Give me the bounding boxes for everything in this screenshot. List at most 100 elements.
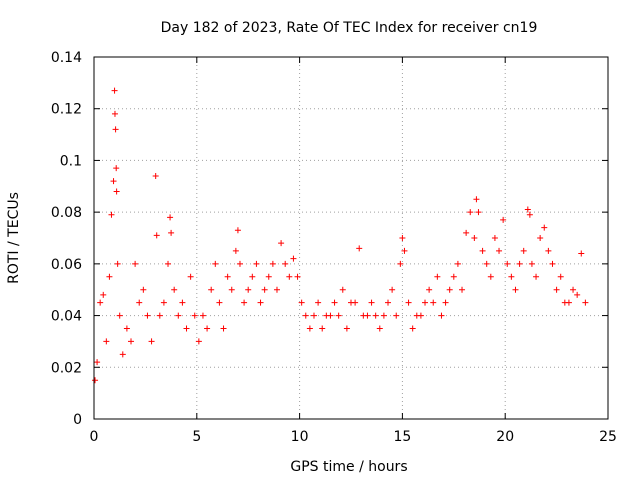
data-point [459, 286, 466, 293]
x-tick-label: 5 [192, 429, 201, 445]
data-point [179, 299, 186, 306]
data-point [108, 211, 115, 218]
data-point [446, 286, 453, 293]
data-point [183, 325, 190, 332]
data-point [199, 312, 206, 319]
data-point [331, 299, 338, 306]
data-point [319, 325, 326, 332]
data-point [265, 273, 272, 280]
data-point [136, 299, 143, 306]
data-point [397, 260, 404, 267]
data-point [212, 260, 219, 267]
data-point [327, 312, 334, 319]
data-point [144, 312, 151, 319]
data-point [385, 299, 392, 306]
data-point [228, 286, 235, 293]
data-point [273, 286, 280, 293]
data-point [496, 247, 503, 254]
data-point [549, 260, 556, 267]
data-point [467, 209, 474, 216]
data-point [364, 312, 371, 319]
data-point [286, 273, 293, 280]
data-point [438, 312, 445, 319]
data-point [113, 188, 120, 195]
data-point [483, 260, 490, 267]
data-point [152, 172, 159, 179]
data-point [204, 325, 211, 332]
y-tick-label: 0.12 [51, 102, 82, 118]
data-point [409, 325, 416, 332]
data-point [153, 232, 160, 239]
data-point [471, 235, 478, 241]
data-point [232, 247, 239, 254]
data-point [167, 214, 174, 221]
data-point [278, 240, 285, 247]
data-point [236, 260, 243, 267]
y-axis-label: ROTI / TECUs [6, 192, 22, 284]
data-point [430, 299, 437, 306]
data-point [298, 299, 305, 306]
data-point [175, 312, 182, 319]
data-point [442, 299, 449, 306]
data-point [389, 286, 396, 293]
chart-title: Day 182 of 2023, Rate Of TEC Index for r… [161, 20, 538, 36]
x-tick-label: 0 [90, 429, 99, 445]
x-axis-label: GPS time / hours [290, 459, 407, 475]
data-point [463, 229, 470, 236]
axes-ticks: 0 5 10 15 20 25 0 0.02 0.04 0.06 0.08 0.1 0.12 0.14 [51, 50, 617, 445]
data-point [156, 312, 163, 319]
data-point [112, 126, 119, 133]
data-point [487, 273, 494, 280]
data-point [310, 312, 317, 319]
data-point [541, 224, 548, 231]
data-point [582, 299, 589, 306]
data-point [220, 325, 227, 332]
data-point [450, 273, 457, 280]
data-point [294, 273, 301, 280]
y-tick-label: 0.06 [51, 257, 82, 273]
data-point [160, 299, 167, 306]
data-point [504, 260, 511, 267]
x-tick-label: 10 [291, 429, 309, 445]
data-point [335, 312, 342, 319]
data-point [528, 260, 535, 267]
data-point [302, 312, 309, 319]
data-point [520, 247, 527, 254]
data-point [234, 227, 241, 234]
data-point [114, 260, 121, 267]
data-point [426, 286, 433, 293]
data-point [119, 351, 126, 358]
data-point [208, 286, 215, 293]
data-point [516, 260, 523, 267]
data-point [533, 273, 540, 280]
data-point [405, 299, 412, 306]
data-point [241, 299, 248, 306]
data-point [434, 273, 441, 280]
data-point [508, 273, 515, 280]
data-point [261, 286, 268, 293]
data-point [116, 312, 123, 319]
data-points [92, 87, 589, 384]
data-point [545, 247, 552, 254]
data-point [526, 211, 533, 218]
data-point [565, 299, 572, 306]
data-point [557, 273, 564, 280]
data-point [168, 229, 175, 236]
data-point [376, 325, 383, 332]
data-point [399, 235, 406, 241]
grid [94, 57, 608, 419]
data-point [111, 110, 118, 117]
data-point [570, 286, 577, 293]
data-point [368, 299, 375, 306]
data-point [352, 299, 359, 306]
data-point [140, 286, 147, 293]
data-point [454, 260, 461, 267]
data-point [148, 338, 155, 345]
data-point [253, 260, 260, 267]
data-point [113, 165, 120, 172]
y-tick-label: 0.04 [51, 309, 82, 325]
data-point [187, 273, 194, 280]
data-point [417, 312, 424, 319]
data-point [537, 235, 544, 241]
data-point [393, 312, 400, 319]
